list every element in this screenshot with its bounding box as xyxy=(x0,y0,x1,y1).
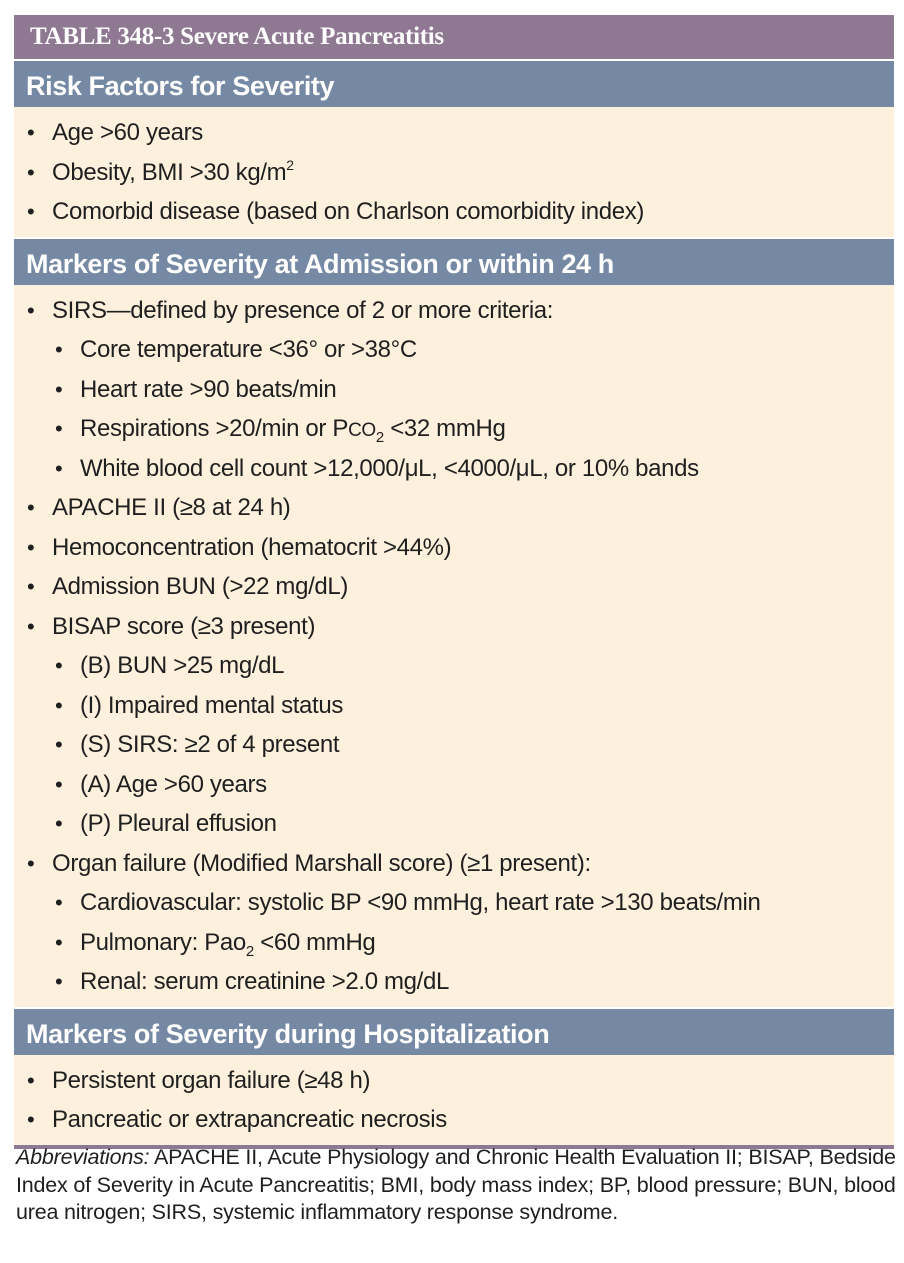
small-caps-text: CO xyxy=(348,420,376,441)
section-body-hospitalization-markers: • Persistent organ failure (≥48 h) • Pancr… xyxy=(14,1054,894,1145)
list-item-text: Organ failure (Modified Marshall score) … xyxy=(52,849,591,877)
bullet-icon: • xyxy=(55,692,63,718)
sub-list-item: • Core temperature <36° or >38°C xyxy=(14,330,894,370)
bullet-icon: • xyxy=(27,1107,35,1132)
list-item-text-end: <60 mmHg xyxy=(253,928,376,956)
section-heading-risk-factors: Risk Factors for Severity xyxy=(14,59,894,107)
list-item: • Age >60 years xyxy=(14,113,894,153)
section-heading-admission-markers: Markers of Severity at Admission or with… xyxy=(14,236,894,285)
list-item: • Persistent organ failure (≥48 h) xyxy=(14,1061,894,1101)
list-item-text: Age >60 years xyxy=(52,119,203,146)
list-item: • APACHE II (≥8 at 24 h) xyxy=(14,488,894,528)
list-item-text: Comorbid disease (based on Charlson como… xyxy=(52,198,645,225)
severity-table: TABLE 348-3 Severe Acute Pancreatitis Ri… xyxy=(14,15,894,1149)
bullet-icon: • xyxy=(55,416,63,441)
sub-list-item: • (P) Pleural effusion xyxy=(14,804,894,844)
sub-list-item: • Respirations >20/min or PCO2 <32 mmHg xyxy=(14,409,894,449)
footnote-label: Abbreviations: xyxy=(16,1145,150,1169)
superscript: 2 xyxy=(286,156,294,173)
section-body-risk-factors: • Age >60 years • Obesity, BMI >30 kg/m2 •… xyxy=(14,107,894,237)
list-item-text: Hemoconcentration (hematocrit >44%) xyxy=(52,533,452,561)
sub-list-item: • (B) BUN >25 mg/dL xyxy=(14,646,894,686)
sub-list-item: • White blood cell count >12,000/μL, <400… xyxy=(14,449,894,489)
list-item-text: (A) Age >60 years xyxy=(80,770,267,798)
bullet-icon: • xyxy=(55,771,63,797)
sub-list-item: • (A) Age >60 years xyxy=(14,765,894,805)
sub-list-item: • Pulmonary: Pao2 <60 mmHg xyxy=(14,923,894,963)
bullet-icon: • xyxy=(27,850,35,876)
list-item-text: (P) Pleural effusion xyxy=(80,810,277,837)
list-item: • Pancreatic or extrapancreatic necrosis xyxy=(14,1100,894,1140)
list-item-text: (S) SIRS: ≥2 of 4 present xyxy=(80,731,340,758)
bullet-icon: • xyxy=(55,732,63,757)
list-item: • Comorbid disease (based on Charlson com… xyxy=(14,192,894,232)
sub-list-item: • Heart rate >90 beats/min xyxy=(14,370,894,410)
bullet-icon: • xyxy=(27,1067,35,1093)
section-body-admission-markers: • SIRS—defined by presence of 2 or more c… xyxy=(14,284,894,1007)
list-item: • Organ failure (Modified Marshall score)… xyxy=(14,844,894,884)
sub-list-item: • Renal: serum creatinine >2.0 mg/dL xyxy=(14,962,894,1002)
list-item-text: Heart rate >90 beats/min xyxy=(80,375,337,403)
list-item-text: Persistent organ failure (≥48 h) xyxy=(52,1066,371,1094)
bullet-icon: • xyxy=(55,455,63,481)
list-item-text: SIRS—defined by presence of 2 or more cr… xyxy=(52,296,554,324)
subscript: 2 xyxy=(245,942,254,960)
list-item: • SIRS—defined by presence of 2 or more c… xyxy=(14,291,894,331)
list-item-text: White blood cell count >12,000/μL, <4000… xyxy=(80,454,699,482)
list-item-text: BISAP score (≥3 present) xyxy=(52,612,316,640)
bullet-icon: • xyxy=(55,811,63,836)
abbreviations-footnote: Abbreviations: APACHE II, Acute Physiolo… xyxy=(16,1144,896,1227)
list-item-text: (B) BUN >25 mg/dL xyxy=(80,652,285,679)
list-item-text: Pancreatic or extrapancreatic necrosis xyxy=(52,1106,447,1133)
list-item-text: Respirations >20/min or P xyxy=(80,415,349,442)
sub-list-item: • (I) Impaired mental status xyxy=(14,686,894,726)
bullet-icon: • xyxy=(55,969,63,994)
list-item: • BISAP score (≥3 present) xyxy=(14,607,894,647)
list-item-text: Pulmonary: Pao xyxy=(80,928,246,956)
list-item-text: (I) Impaired mental status xyxy=(80,691,343,719)
bullet-icon: • xyxy=(27,297,35,323)
section-heading-hospitalization-markers: Markers of Severity during Hospitalizati… xyxy=(14,1006,894,1055)
sub-list-item: • (S) SIRS: ≥2 of 4 present xyxy=(14,725,894,765)
sub-list-item: • Cardiovascular: systolic BP <90 mmHg, h… xyxy=(14,883,894,923)
bullet-icon: • xyxy=(55,653,63,678)
list-item: • Admission BUN (>22 mg/dL) xyxy=(14,567,894,607)
list-item: • Obesity, BMI >30 kg/m2 xyxy=(14,153,894,193)
list-item-text: Cardiovascular: systolic BP <90 mmHg, he… xyxy=(80,889,761,916)
table-bottom-rule xyxy=(14,1144,894,1149)
list-item-text: APACHE II (≥8 at 24 h) xyxy=(52,494,291,521)
bullet-icon: • xyxy=(55,376,63,402)
bullet-icon: • xyxy=(55,929,63,955)
list-item-text: Renal: serum creatinine >2.0 mg/dL xyxy=(80,968,449,995)
bullet-icon: • xyxy=(27,613,35,639)
list-item-text: Obesity, BMI >30 kg/m xyxy=(52,158,287,186)
bullet-icon: • xyxy=(27,495,35,520)
bullet-icon: • xyxy=(55,337,63,362)
list-item: • Hemoconcentration (hematocrit >44%) xyxy=(14,528,894,568)
list-item-text: Core temperature <36° or >38°C xyxy=(80,336,417,363)
list-item-text: Admission BUN (>22 mg/dL) xyxy=(52,573,349,600)
list-item-text-end: <32 mmHg xyxy=(383,415,506,442)
bullet-icon: • xyxy=(27,534,35,560)
footnote-text: APACHE II, Acute Physiology and Chronic … xyxy=(16,1145,896,1224)
bullet-icon: • xyxy=(27,120,35,145)
subscript: 2 xyxy=(375,429,384,446)
bullet-icon: • xyxy=(27,159,35,185)
bullet-icon: • xyxy=(27,574,35,599)
bullet-icon: • xyxy=(27,199,35,224)
table-title: TABLE 348-3 Severe Acute Pancreatitis xyxy=(14,15,894,59)
bullet-icon: • xyxy=(55,890,63,915)
